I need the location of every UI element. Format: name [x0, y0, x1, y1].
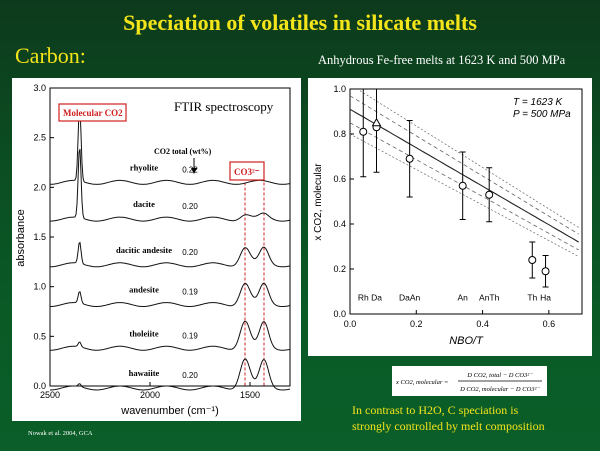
ftir-y-tick-label: 0.0 — [33, 381, 46, 391]
nbo-fit-curve — [349, 95, 579, 235]
nbo-x-axis-label: NBO/T — [449, 335, 484, 347]
nbo-point-label: Th — [527, 293, 537, 303]
nbo-data-point — [528, 256, 537, 264]
caption-line-1: In contrast to H2O, C speciation is — [352, 403, 519, 417]
ftir-y-tick-label: 2.5 — [33, 133, 46, 143]
section-heading-carbon: Carbon: — [15, 43, 86, 68]
nbo-point-label: Ha — [540, 293, 551, 303]
equation-lhs: x CO2, molecular = — [395, 379, 448, 386]
ftir-series-label: dacitic andesite — [116, 245, 172, 255]
nbo-data-point — [405, 154, 414, 163]
ftir-series-label: tholeiite — [129, 328, 158, 338]
nbo-x-tick-label: 0.0 — [344, 319, 357, 329]
ftir-spectrum-line — [50, 358, 291, 391]
ftir-plot-frame — [49, 87, 291, 387]
ftir-x-axis: 2500 2000 1500 — [40, 162, 265, 400]
equation-numerator: D CO2, total − D CO3²⁻ — [466, 372, 533, 379]
nbo-point-label: Rh — [358, 293, 369, 303]
nbo-point-label: AnTh — [479, 293, 500, 303]
caption-line-2: strongly controlled by melt composition — [352, 419, 545, 433]
ftir-co2-value: 0.20 — [182, 248, 198, 257]
ftir-x-tick-label: 2500 — [40, 390, 60, 400]
ftir-title: FTIR spectroscopy — [174, 99, 274, 114]
ftir-series-labels: rhyolite dacite dacitic andesite andesite th… — [116, 162, 172, 378]
ftir-spectrum-line — [50, 320, 291, 351]
caption: In contrast to H2O, C speciation is stro… — [352, 402, 545, 434]
ftir-x-axis-label: wavenumber (cm⁻¹) — [120, 405, 219, 417]
nbo-scatter-chart: 0.0 0.2 0.4 0.6 0.8 1.0 0.0 0.2 0.4 0.6 Rh Da DaAn… — [313, 84, 583, 347]
ftir-co2-value: 0.19 — [182, 331, 198, 340]
nbo-x-tick-label: 0.4 — [476, 319, 489, 329]
nbo-y-tick-label: 0.8 — [333, 129, 346, 139]
legend-temperature: T = 1623 K — [513, 97, 564, 108]
ftir-y-tick-label: 1.5 — [33, 232, 46, 242]
ftir-co2-value: 0.22 — [182, 165, 198, 174]
nbo-data-point-triangle — [371, 117, 382, 127]
co2-header-arrowhead — [191, 168, 197, 174]
nbo-y-axis: 0.0 0.2 0.4 0.6 0.8 1.0 — [333, 84, 354, 319]
nbo-y-tick-label: 0.6 — [333, 174, 346, 184]
nbo-data-points — [359, 89, 550, 288]
ftir-spectra-chart: 0.0 0.5 1.0 1.5 2.0 2.5 3.0 2500 2000 1500 rhyol… — [15, 83, 291, 417]
nbo-y-tick-label: 0.2 — [333, 264, 346, 274]
ftir-series-group — [49, 106, 291, 391]
ftir-co2-values: 0.22 0.20 0.20 0.19 0.19 0.20 — [182, 165, 198, 380]
nbo-fit-curve — [349, 122, 579, 251]
nbo-x-tick-label: 0.2 — [410, 319, 423, 329]
nbo-y-tick-label: 0.4 — [333, 219, 346, 229]
citation: Nowak et al. 2004, GCA — [28, 430, 93, 437]
legend-pressure: P = 500 MPa — [513, 109, 571, 120]
ftir-series-label: dacite — [133, 199, 155, 209]
speciation-equation: x CO2, molecular = D CO2, total − D CO3²… — [392, 366, 547, 396]
ftir-x-tick-label: 1500 — [240, 390, 260, 400]
carbonate-box — [229, 161, 265, 181]
nbo-fit-curve — [349, 133, 579, 257]
ftir-series-label: hawaiite — [129, 368, 160, 378]
conditions-subtitle: Anhydrous Fe-free melts at 1623 K and 50… — [318, 53, 566, 67]
nbo-fit-curve — [359, 90, 579, 228]
nbo-y-tick-label: 0.0 — [333, 309, 346, 319]
nbo-point-labels: Rh Da DaAn An AnTh Th Ha — [358, 293, 551, 303]
ftir-co2-value: 0.19 — [182, 288, 198, 297]
ftir-y-axis: 0.0 0.5 1.0 1.5 2.0 2.5 3.0 — [33, 83, 54, 391]
ftir-y-tick-label: 3.0 — [33, 83, 46, 93]
nbo-data-point — [458, 181, 467, 190]
nbo-point-label: DaAn — [399, 293, 421, 303]
ftir-series-label: rhyolite — [130, 162, 159, 172]
nbo-x-tick-label: 0.6 — [543, 319, 556, 329]
ftir-y-tick-label: 1.0 — [33, 282, 46, 292]
nbo-y-axis-label: x CO2, molecular — [313, 163, 324, 241]
slide-title: Speciation of volatiles in silicate melt… — [123, 10, 477, 35]
molecular-co2-label: Molecular CO2 — [63, 108, 123, 118]
nbo-y-tick-label: 1.0 — [333, 84, 346, 94]
equation-denominator: D CO2, molecular − D CO3²⁻ — [459, 386, 540, 393]
nbo-data-point — [541, 267, 550, 276]
ftir-spectrum-line — [49, 106, 291, 185]
nbo-point-label: Da — [371, 293, 382, 303]
ftir-y-axis-label: absorbance — [15, 209, 27, 267]
nbo-data-point — [485, 190, 494, 199]
ftir-x-tick-label: 2000 — [140, 390, 160, 400]
nbo-data-point — [359, 127, 368, 136]
carbonate-label: CO3²⁻ — [234, 167, 260, 177]
nbo-plot-frame — [349, 88, 583, 315]
ftir-co2-value: 0.20 — [182, 202, 198, 211]
nbo-fit-curves — [349, 90, 579, 257]
co2-total-header: CO2 total (wt%) — [154, 147, 212, 156]
ftir-spectrum-line — [50, 149, 291, 222]
nbo-x-axis: 0.0 0.2 0.4 0.6 — [344, 310, 555, 329]
ftir-y-tick-label: 2.0 — [33, 182, 46, 192]
ftir-series-label: andesite — [129, 285, 159, 295]
ftir-spectrum-line — [50, 241, 291, 268]
ftir-y-tick-label: 0.5 — [33, 331, 46, 341]
nbo-fit-curve — [349, 108, 579, 243]
ftir-figure-panel: 0.0 0.5 1.0 1.5 2.0 2.5 3.0 2500 2000 1500 rhyol… — [12, 78, 301, 421]
molecular-co2-box — [58, 103, 127, 122]
ftir-spectrum-line — [50, 282, 291, 307]
nbo-figure-panel: 0.0 0.2 0.4 0.6 0.8 1.0 0.0 0.2 0.4 0.6 Rh Da DaAn… — [308, 78, 592, 356]
ftir-co2-value: 0.20 — [182, 371, 198, 380]
nbo-point-label: An — [457, 293, 468, 303]
